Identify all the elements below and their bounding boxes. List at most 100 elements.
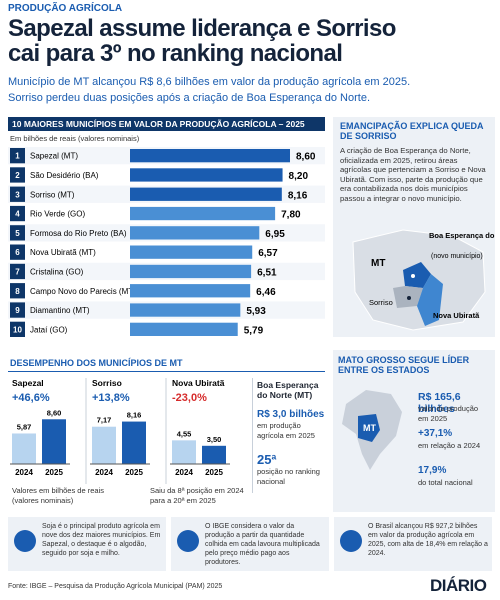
year-label: 2024 — [95, 468, 113, 477]
bar — [122, 421, 146, 464]
year-label: 2025 — [45, 468, 63, 477]
group-change: +46,6% — [12, 392, 50, 404]
year-label: 2024 — [175, 468, 193, 477]
category: Diamantino (MT) — [30, 306, 90, 315]
bar — [130, 149, 290, 163]
divider — [252, 378, 253, 493]
group-change: +13,8% — [92, 392, 130, 404]
rank: 5 — [15, 229, 20, 238]
rank: 2 — [15, 171, 20, 180]
year-label: 2025 — [125, 468, 143, 477]
category: São Desidério (BA) — [30, 171, 99, 180]
rank: 3 — [15, 190, 20, 199]
stat-value: +37,1% — [418, 428, 453, 439]
new-city-dot — [411, 274, 415, 278]
map-label: Nova Ubiratã — [433, 311, 480, 320]
fact-text: Soja é o principal produto agrícola em n… — [42, 523, 161, 557]
stat-note: do total nacional — [418, 478, 473, 487]
group-change: -23,0% — [172, 392, 207, 404]
mt-label: MT — [363, 423, 376, 433]
fact-icon — [14, 530, 36, 552]
value-label: 3,50 — [207, 435, 222, 444]
bar — [130, 226, 260, 240]
ubirata-shape — [417, 274, 443, 326]
fact-text: O IBGE considera o valor da produção a p… — [205, 523, 320, 566]
stat-note: em relação a 2024 — [418, 441, 481, 450]
bar — [92, 426, 116, 464]
rank: 8 — [15, 287, 20, 296]
source: Fonte: IBGE – Pesquisa da Produção Agríc… — [8, 583, 223, 590]
value-label: 7,80 — [281, 210, 301, 221]
value-label: 6,95 — [265, 229, 285, 240]
bar — [12, 433, 36, 464]
bar — [130, 284, 251, 298]
fact-icon — [177, 530, 199, 552]
bar — [130, 322, 238, 336]
value-label: 7,17 — [97, 416, 112, 425]
ubirata-note: Saiu da 8ª posição em 2024 para a 20ª em… — [150, 486, 244, 505]
logo: DIÁRIO — [430, 576, 487, 595]
group-name: Sorriso — [92, 378, 122, 388]
brazil-map: MT — [342, 390, 402, 470]
stat-value: R$ 165,6 bilhões — [418, 391, 461, 415]
mt-shape — [358, 414, 380, 442]
rank-box — [10, 263, 25, 280]
ranking-subtitle: Em bilhões de reais (valores nominais) — [10, 134, 140, 143]
bar — [130, 206, 276, 221]
rank-box — [10, 167, 25, 183]
lede: Município de MT alcançou R$ 8,6 bilhões … — [8, 76, 411, 88]
ranking-title: 10 MAIORES MUNICÍPIOS EM VALOR DA PRODUÇ… — [12, 119, 305, 129]
map-label: Sorriso — [369, 298, 393, 307]
map-label: (novo município) — [431, 253, 483, 260]
region-map: MT Boa Esperança do Norte (novo municípi… — [352, 229, 495, 331]
lede: Sorriso perdeu duas posições após a cria… — [8, 92, 370, 104]
rank: 6 — [15, 248, 20, 257]
emancipation-text: A criação de Boa Esperança do Norte, ofi… — [340, 146, 486, 203]
bar — [130, 187, 282, 201]
rank: 10 — [13, 325, 22, 334]
category: Rio Verde (GO) — [30, 210, 85, 219]
rank-box — [10, 302, 25, 318]
boa-rank-note: posição no ranking nacional — [257, 467, 320, 486]
value-label: 8,20 — [289, 171, 309, 182]
category: Formosa do Rio Preto (BA) — [30, 229, 127, 238]
category: Sorriso (MT) — [30, 190, 75, 199]
group-name: Nova Ubiratã — [172, 378, 225, 388]
boa-value: R$ 3,0 bilhões — [257, 409, 325, 420]
category: Sapezal (MT) — [30, 152, 78, 161]
rank: 7 — [15, 267, 20, 276]
value-label: 8,16 — [127, 411, 142, 420]
state-label: MT — [371, 258, 385, 269]
performance-note: Valores em bilhões de reais (valores nom… — [12, 486, 104, 505]
ranking-header — [8, 117, 325, 131]
rank: 1 — [15, 152, 20, 161]
rank-box — [10, 283, 25, 299]
performance-chart: Sapezal +46,6% 5,87 2024 8,60 2025 Sorriso +13,… — [10, 378, 230, 484]
emancipation-title: EMANCIPAÇÃO EXPLICA QUEDA DE SORRISO — [340, 121, 484, 141]
rank-box — [10, 244, 25, 260]
performance-title: DESEMPENHO DOS MUNICÍPIOS DE MT — [10, 358, 183, 368]
value-label: 8,60 — [47, 408, 62, 417]
fact-text: O Brasil alcançou R$ 927,2 bilhões em va… — [368, 523, 488, 557]
value-label: 4,55 — [177, 429, 192, 438]
category: Jataí (GO) — [30, 325, 68, 334]
group-name: Sapezal — [12, 378, 44, 388]
sorriso-dot — [407, 296, 411, 300]
bar — [202, 445, 226, 464]
year-label: 2024 — [15, 468, 33, 477]
boa-name: Boa Esperança do Norte (MT) — [257, 380, 319, 400]
rank: 9 — [15, 306, 20, 315]
boa-value-note: em produção agrícola em 2025 — [257, 421, 315, 440]
rank-box — [10, 205, 25, 222]
stat-value: 17,9% — [418, 465, 447, 476]
rank-box — [10, 148, 25, 164]
new-city-shape — [403, 262, 431, 288]
category: Campo Novo do Parecis (MT) — [30, 287, 136, 296]
headline: Sapezal assume liderança e Sorriso cai p… — [8, 15, 396, 67]
bar — [130, 264, 252, 279]
kicker: PRODUÇÃO AGRÍCOLA — [8, 3, 123, 14]
value-label: 8,60 — [296, 152, 316, 163]
rule — [8, 371, 325, 372]
year-label: 2025 — [205, 468, 223, 477]
value-label: 5,87 — [17, 422, 32, 431]
